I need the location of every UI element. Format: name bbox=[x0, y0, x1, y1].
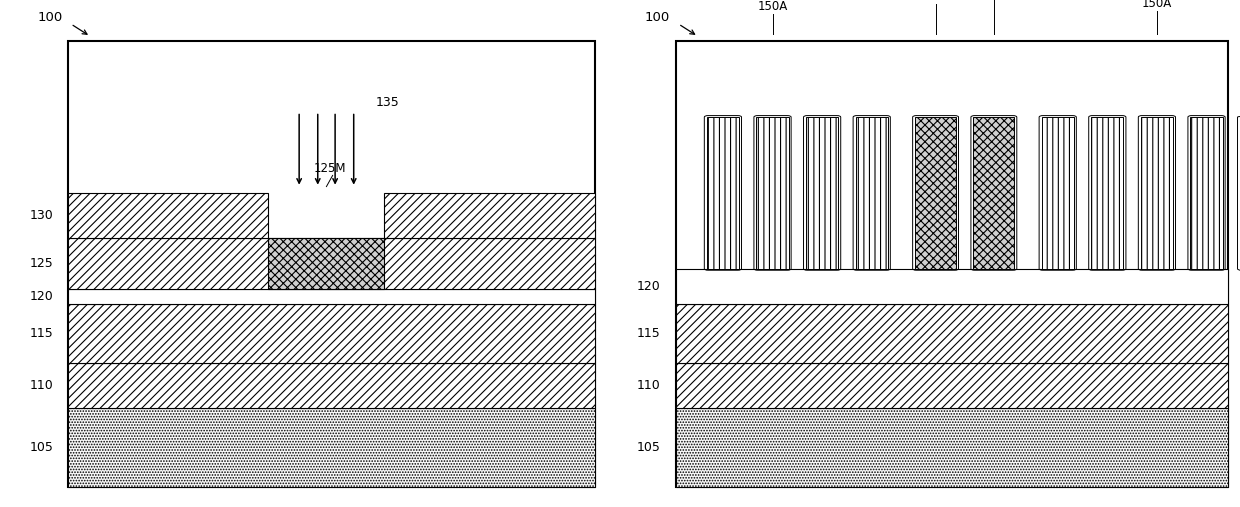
Bar bbox=[68, 41, 595, 487]
Bar bbox=[384, 193, 595, 238]
Text: 120: 120 bbox=[637, 280, 661, 293]
Bar bbox=[68, 408, 595, 487]
Bar bbox=[676, 363, 1228, 408]
Bar bbox=[756, 117, 789, 269]
Bar bbox=[707, 117, 739, 269]
Text: 150A: 150A bbox=[1142, 0, 1172, 10]
Bar bbox=[973, 117, 1014, 269]
Text: 120: 120 bbox=[30, 290, 53, 303]
Bar bbox=[1042, 117, 1074, 269]
Text: 110: 110 bbox=[637, 379, 661, 392]
Bar bbox=[676, 269, 1228, 304]
Bar bbox=[806, 117, 838, 269]
Bar bbox=[68, 193, 269, 238]
Text: 105: 105 bbox=[637, 441, 661, 454]
Text: 115: 115 bbox=[637, 327, 661, 340]
Text: 115: 115 bbox=[30, 327, 53, 340]
Bar bbox=[268, 238, 384, 289]
Bar bbox=[68, 304, 595, 363]
Bar bbox=[1190, 117, 1223, 269]
Text: 125B: 125B bbox=[908, 0, 939, 3]
Bar bbox=[856, 117, 888, 269]
Bar bbox=[1091, 117, 1123, 269]
Bar bbox=[676, 41, 1228, 487]
Bar bbox=[676, 408, 1228, 487]
Text: 135: 135 bbox=[376, 96, 399, 109]
Text: 125M: 125M bbox=[314, 162, 346, 175]
Text: 110: 110 bbox=[30, 379, 53, 392]
Text: 100: 100 bbox=[645, 11, 670, 24]
Bar bbox=[1141, 117, 1173, 269]
Bar bbox=[68, 363, 595, 408]
Bar bbox=[915, 117, 956, 269]
Text: 130: 130 bbox=[30, 209, 53, 222]
Text: 150A: 150A bbox=[758, 0, 787, 13]
Bar bbox=[68, 289, 595, 304]
Text: 125: 125 bbox=[30, 257, 53, 270]
Bar bbox=[68, 238, 595, 289]
Text: 100: 100 bbox=[37, 11, 62, 24]
Text: 105: 105 bbox=[30, 441, 53, 454]
Bar bbox=[676, 304, 1228, 363]
